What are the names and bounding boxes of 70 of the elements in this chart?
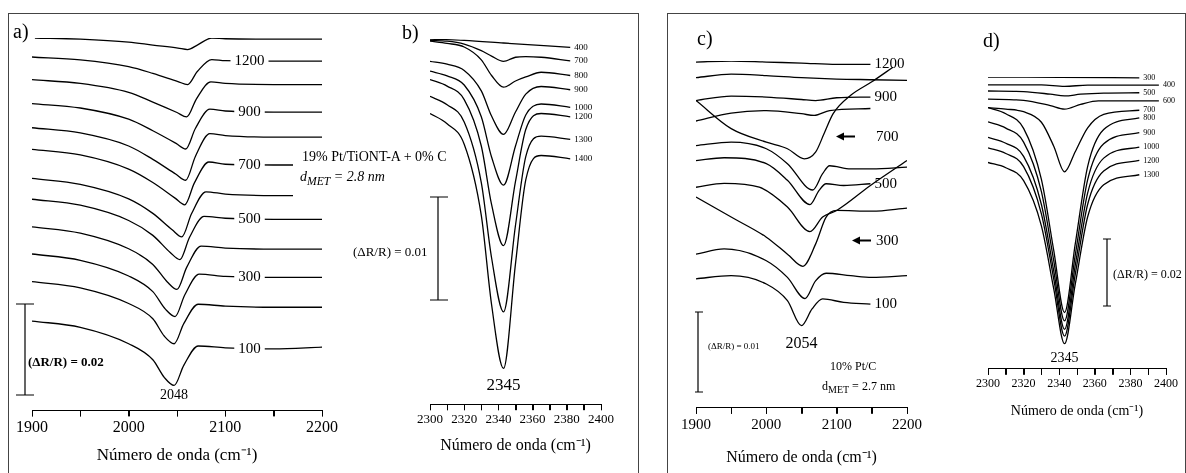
x-tick-label: 2320 <box>1011 376 1036 391</box>
annotation: 700 <box>238 155 261 172</box>
x-axis-title: Número de onda (cm⁻¹) <box>440 435 591 454</box>
chart-title: a) <box>13 20 29 42</box>
annotation: 19% Pt/TiONT-A + 0% C <box>302 149 447 164</box>
x-tick-label: 2400 <box>1154 376 1178 391</box>
annotation: 100 <box>238 339 261 356</box>
series-label: 900 <box>574 84 589 95</box>
x-tick-label: 2320 <box>451 411 478 427</box>
annotation: 2345 <box>1050 350 1079 366</box>
series-label: 1400 <box>574 153 593 164</box>
series-label: 700 <box>1143 105 1156 115</box>
chart-title: c) <box>697 27 713 49</box>
series-label: 700 <box>574 55 589 66</box>
annotation: 900 <box>238 103 261 120</box>
series-label: 1000 <box>574 101 593 112</box>
x-tick-label: 2380 <box>553 411 580 427</box>
annotation: 10% Pt/C <box>830 359 877 373</box>
series-label: 1000 <box>1143 142 1160 152</box>
x-tick-label: 2000 <box>751 415 782 432</box>
x-tick-label: 2380 <box>1118 376 1143 391</box>
annotation: 300 <box>876 232 899 248</box>
annotation: 500 <box>238 210 261 227</box>
series-label: 1300 <box>1143 169 1160 179</box>
x-axis-title: Número de onda (cm⁻¹) <box>726 447 877 466</box>
annotation: (ΔR/R) = 0.01 <box>708 341 760 351</box>
series-label: 800 <box>574 69 589 80</box>
x-tick-label: 2300 <box>976 376 1000 391</box>
text: (ΔR/R) = 0.01 <box>353 244 428 259</box>
annotation: 300 <box>238 268 261 285</box>
x-tick-label: 2360 <box>519 411 546 427</box>
series-label: 500 <box>874 174 897 191</box>
annotation: 1200 <box>234 52 265 69</box>
x-axis-title: Número de onda (cm⁻¹) <box>96 445 258 465</box>
x-tick-label: 2360 <box>1082 376 1107 391</box>
annotation: 2345 <box>486 375 521 395</box>
x-tick-label: 2100 <box>821 415 852 432</box>
series-label: 600 <box>1162 96 1175 106</box>
x-tick-label: 2200 <box>892 415 922 432</box>
chart-title: b) <box>402 21 419 43</box>
x-tick-label: 2340 <box>1047 376 1072 391</box>
x-tick-label: 2340 <box>485 411 512 427</box>
annotation: d$_{MET}$ = 2.8 nm <box>300 169 385 188</box>
series-label: 100 <box>874 295 897 312</box>
series-label: 1200 <box>1143 155 1160 165</box>
x-axis-title: Número de onda (cm⁻¹) <box>1010 403 1144 420</box>
x-tick-label: 1900 <box>681 415 711 432</box>
series-label: 900 <box>1143 127 1156 137</box>
annotation: (ΔR/R) = 0.02 <box>28 354 104 369</box>
series-label: 400 <box>574 41 589 52</box>
series-label: 800 <box>1143 112 1156 122</box>
x-tick-label: 2400 <box>588 411 614 427</box>
x-tick-label: 2300 <box>417 411 443 427</box>
series-label: 500 <box>1143 87 1156 97</box>
x-tick-label: 2000 <box>112 418 145 436</box>
annotation: 700 <box>876 128 899 144</box>
chart-title: d) <box>983 29 1000 51</box>
series-label: 400 <box>1162 80 1175 90</box>
x-tick-label: 2200 <box>306 418 338 436</box>
series-label: 1300 <box>574 133 593 144</box>
x-tick-label: 1900 <box>16 418 48 436</box>
annotation: 2054 <box>785 333 818 351</box>
annotation: d$_{MET}$ = 2.7 nm <box>822 379 896 396</box>
series-label: 1200 <box>574 111 593 122</box>
series-label: 300 <box>1143 72 1156 82</box>
series-label: 1200 <box>874 55 905 72</box>
series-label: 900 <box>874 88 897 104</box>
annotation: 2048 <box>160 387 189 403</box>
annotation: (ΔR/R) = 0.02 <box>1113 267 1182 281</box>
x-tick-label: 2100 <box>209 418 242 436</box>
